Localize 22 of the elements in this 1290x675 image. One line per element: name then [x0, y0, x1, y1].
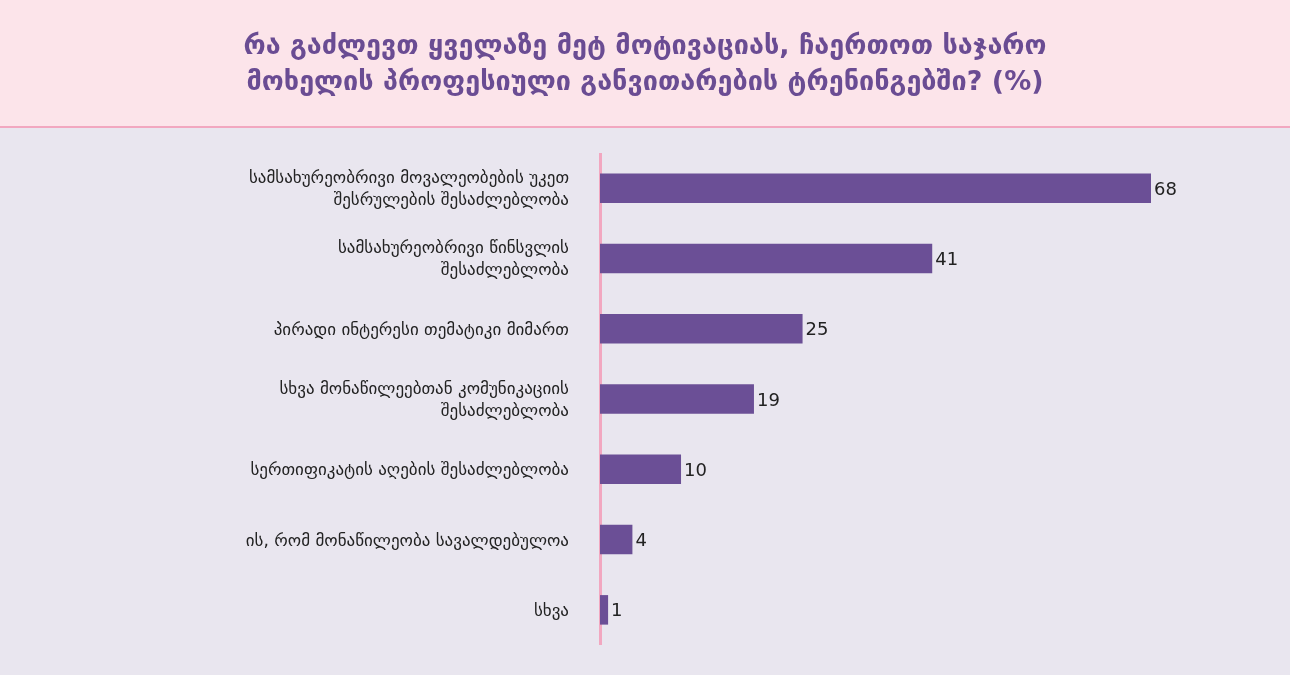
- data-label: 1: [611, 599, 623, 621]
- bar: [600, 384, 754, 414]
- data-label: 25: [805, 318, 829, 340]
- bar: [600, 595, 609, 625]
- y-tick-label: სერთიფიკატის აღების შესაძლებლობა: [250, 459, 569, 480]
- chart-title: რა გაძლევთ ყველაზე მეტ მოტივაციას, ჩაერთოთ საჯარო მოხელის პროფესიული განვითარების ტრენინგებში? (%): [0, 0, 1290, 128]
- y-tick-label: ის, რომ მონაწილეობა სავალდებულოა: [245, 529, 569, 550]
- y-tick-label: სამსახურეობრივი მოვალეობების უკეთ შესრულების შესაძლებლობა: [248, 167, 569, 210]
- bar: [600, 173, 1151, 203]
- data-label: 68: [1154, 177, 1177, 199]
- data-label: 10: [684, 458, 707, 480]
- bar: [600, 313, 803, 344]
- y-tick-label: სხვა: [533, 599, 569, 620]
- bar: [600, 243, 933, 274]
- y-tick-label: სხვა მონაწილეებთან კომუნიკაციის შესაძლებლობა: [279, 377, 570, 420]
- y-tick-label: პირადი ინტერესი თემატიკი მიმართ: [273, 318, 569, 339]
- data-label: 19: [756, 388, 780, 410]
- y-tick-label: სამსახურეობრივი წინსვლის შესაძლებლობა: [337, 237, 570, 280]
- bar: [600, 454, 682, 485]
- data-label: 41: [935, 247, 959, 269]
- bar: [600, 524, 633, 555]
- data-label: 4: [635, 529, 647, 551]
